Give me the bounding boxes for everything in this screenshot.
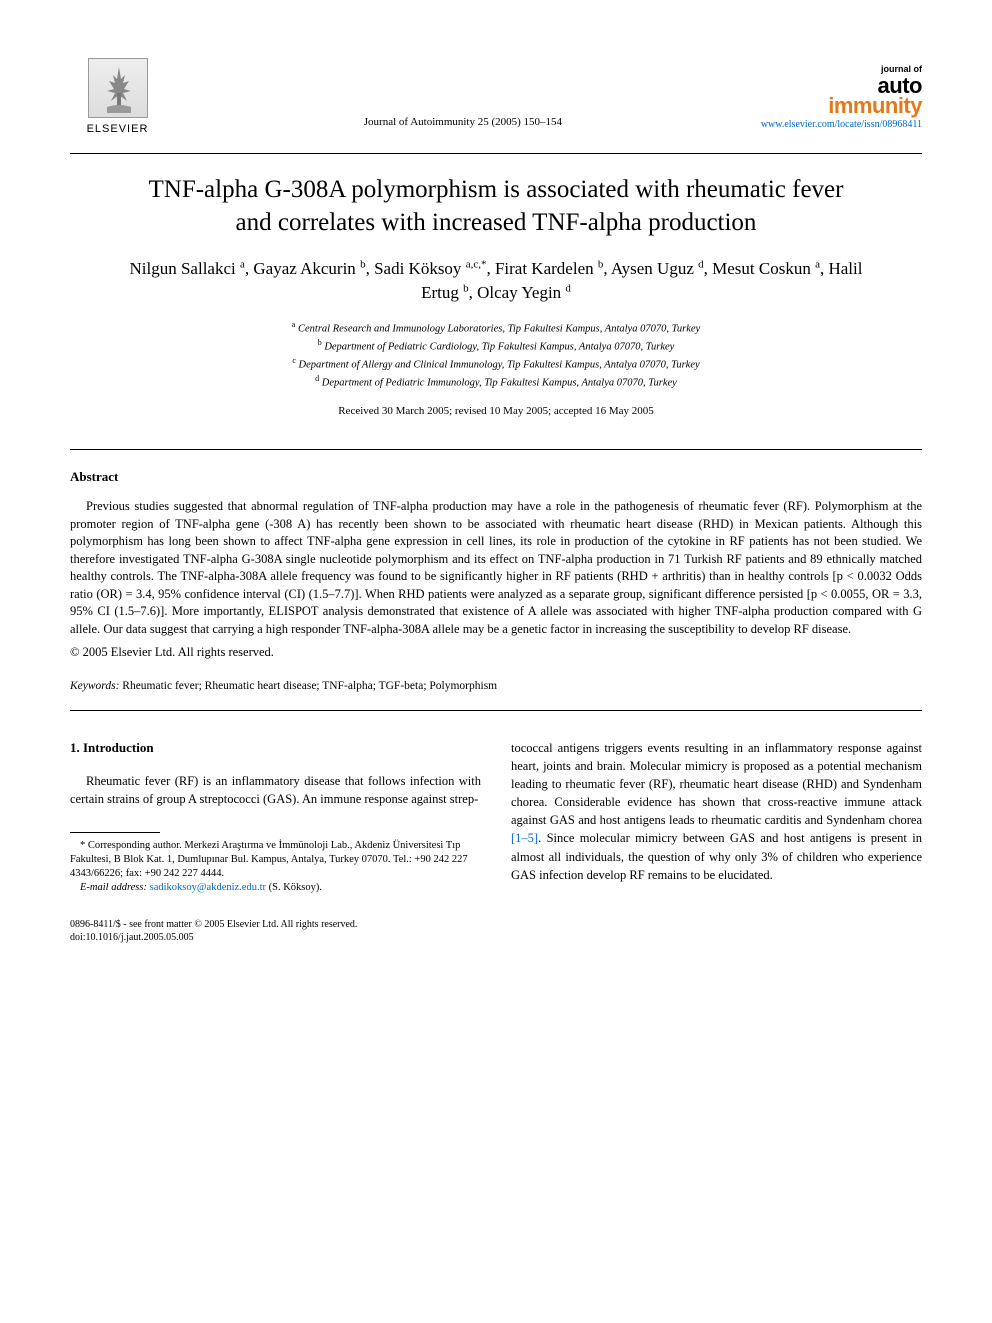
journal-logo-block: journal of auto immunity www.elsevier.co… [761,63,922,131]
header-row: ELSEVIER Journal of Autoimmunity 25 (200… [70,50,922,145]
corresponding-email-link[interactable]: sadikoksoy@akdeniz.edu.tr [150,882,266,893]
column-right: tococcal antigens triggers events result… [511,739,922,896]
journal-reference: Journal of Autoimmunity 25 (2005) 150–15… [165,65,761,130]
publisher-logo: ELSEVIER [70,50,165,145]
keywords: Keywords: Rheumatic fever; Rheumatic hea… [70,678,922,694]
footer-info: 0896-8411/$ - see front matter © 2005 El… [70,918,922,944]
reference-link-1-5[interactable]: [1–5] [511,831,538,845]
affiliation-item: c Department of Allergy and Clinical Imm… [70,355,922,373]
abstract-text: Previous studies suggested that abnormal… [70,498,922,638]
elsevier-tree-icon [88,58,148,118]
body-columns: 1. Introduction Rheumatic fever (RF) is … [70,739,922,896]
corresponding-author-footnote: * Corresponding author. Merkezi Araştırm… [70,839,481,882]
article-title: TNF-alpha G-308A polymorphism is associa… [130,174,862,239]
section-heading: 1. Introduction [70,739,481,758]
article-dates: Received 30 March 2005; revised 10 May 2… [70,404,922,419]
abstract-heading: Abstract [70,468,922,486]
footer-doi: doi:10.1016/j.jaut.2005.05.005 [70,931,922,944]
intro-para-right-b: . Since molecular mimicry between GAS an… [511,831,922,881]
intro-para-left: Rheumatic fever (RF) is an inflammatory … [70,772,481,808]
keywords-label: Keywords: [70,680,119,692]
affiliation-list: a Central Research and Immunology Labora… [70,319,922,392]
section-title: Introduction [83,740,154,755]
email-label: E-mail address: [80,882,147,893]
journal-url[interactable]: www.elsevier.com/locate/issn/08968411 [761,118,922,132]
email-footnote: E-mail address: sadikoksoy@akdeniz.edu.t… [70,881,481,895]
column-left: 1. Introduction Rheumatic fever (RF) is … [70,739,481,896]
publisher-name: ELSEVIER [87,122,149,137]
abstract-bottom-rule [70,710,922,711]
abstract-copyright: © 2005 Elsevier Ltd. All rights reserved… [70,644,922,662]
affiliation-item: a Central Research and Immunology Labora… [70,319,922,337]
journal-logo-line2: immunity [828,93,922,118]
intro-para-right: tococcal antigens triggers events result… [511,739,922,884]
header-rule [70,153,922,154]
author-list: Nilgun Sallakci a, Gayaz Akcurin b, Sadi… [110,257,882,305]
section-number: 1. [70,740,80,755]
email-suffix: (S. Köksoy). [266,882,322,893]
affiliation-item: b Department of Pediatric Cardiology, Ti… [70,337,922,355]
abstract-top-rule [70,449,922,450]
footnote-separator [70,832,160,833]
footer-front-matter: 0896-8411/$ - see front matter © 2005 El… [70,918,922,931]
affiliation-item: d Department of Pediatric Immunology, Ti… [70,373,922,391]
keywords-text: Rheumatic fever; Rheumatic heart disease… [119,680,497,692]
journal-logo-main: auto immunity [761,76,922,116]
intro-para-right-a: tococcal antigens triggers events result… [511,741,922,828]
